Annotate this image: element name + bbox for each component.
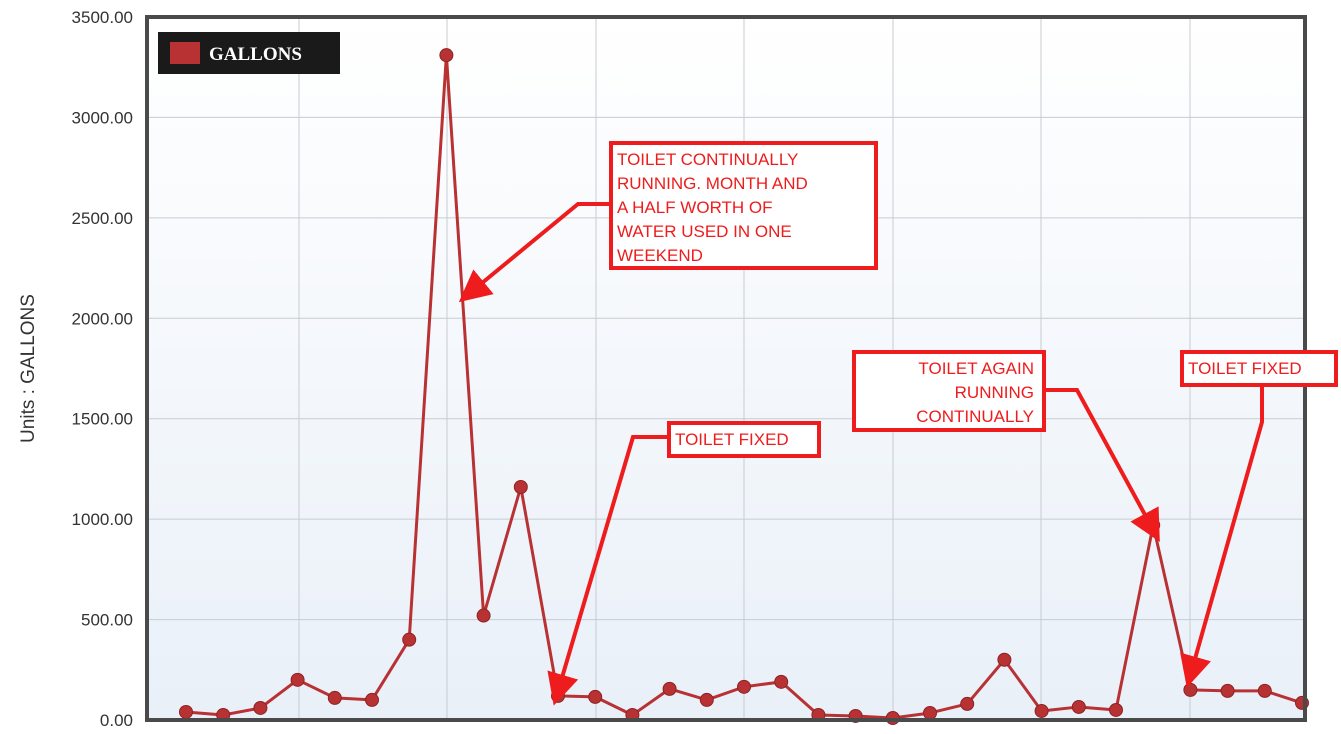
y-tick-label: 1500.00 bbox=[72, 410, 133, 429]
annotation-text: A HALF WORTH OF bbox=[617, 198, 773, 217]
annotation-callout: TOILET FIXED bbox=[547, 421, 821, 706]
legend-swatch bbox=[170, 42, 200, 64]
data-point bbox=[737, 679, 751, 694]
annotation-text: TOILET FIXED bbox=[675, 430, 789, 449]
data-point bbox=[923, 705, 937, 720]
data-point bbox=[402, 632, 417, 647]
data-point bbox=[960, 696, 975, 711]
annotation-callout: TOILET FIXED bbox=[1180, 350, 1338, 688]
data-point bbox=[476, 608, 491, 623]
y-tick-label: 3500.00 bbox=[72, 8, 133, 27]
data-point bbox=[662, 681, 677, 696]
annotation-text: TOILET FIXED bbox=[1188, 359, 1302, 378]
y-tick-label: 3000.00 bbox=[72, 108, 133, 127]
data-point bbox=[1183, 682, 1198, 697]
legend-label: GALLONS bbox=[209, 44, 302, 65]
annotation-text: WATER USED IN ONE bbox=[617, 222, 792, 241]
data-point bbox=[253, 700, 268, 715]
annotation-callout: TOILET CONTINUALLY RUNNING. MONTH AND A HA… bbox=[458, 141, 878, 303]
annotation-callout: TOILET AGAIN RUNNING CONTINUALLY bbox=[852, 350, 1160, 543]
y-tick-label: 0.00 bbox=[100, 711, 133, 729]
annotation-box bbox=[1180, 350, 1338, 387]
data-point bbox=[699, 692, 714, 707]
y-tick-label: 1000.00 bbox=[72, 510, 133, 529]
data-point bbox=[1220, 683, 1235, 698]
plot-area bbox=[147, 17, 1305, 720]
annotation-arrow bbox=[458, 202, 611, 303]
data-point bbox=[365, 692, 379, 707]
data-point bbox=[513, 480, 528, 495]
annotation-text: WEEKEND bbox=[617, 246, 703, 265]
y-tick-label: 500.00 bbox=[81, 611, 133, 630]
data-point bbox=[588, 689, 603, 704]
annotation-text: RUNNING bbox=[955, 383, 1034, 402]
y-axis-label: Units : GALLONS bbox=[18, 294, 39, 443]
data-point bbox=[774, 674, 789, 689]
annotation-arrow bbox=[1180, 385, 1264, 688]
data-point bbox=[1109, 702, 1123, 717]
annotation-text: CONTINUALLY bbox=[916, 407, 1034, 426]
annotation-arrow bbox=[547, 435, 669, 706]
annotation-text: TOILET AGAIN bbox=[918, 359, 1034, 378]
y-tick-label: 2000.00 bbox=[72, 309, 133, 328]
annotation-box bbox=[667, 421, 821, 458]
data-point bbox=[179, 704, 193, 719]
annotation-text: TOILET CONTINUALLY bbox=[617, 150, 798, 169]
legend: GALLONS bbox=[158, 32, 340, 74]
data-point bbox=[997, 652, 1012, 667]
annotation-arrow bbox=[1044, 388, 1160, 543]
y-tick-label: 2500.00 bbox=[72, 209, 133, 228]
data-point bbox=[1257, 683, 1272, 698]
data-point bbox=[439, 48, 454, 63]
data-point bbox=[885, 710, 900, 725]
annotation-text: RUNNING. MONTH AND bbox=[617, 174, 808, 193]
data-point bbox=[327, 690, 342, 705]
data-point bbox=[1071, 699, 1086, 714]
data-point bbox=[290, 672, 305, 687]
data-point bbox=[1034, 703, 1049, 718]
